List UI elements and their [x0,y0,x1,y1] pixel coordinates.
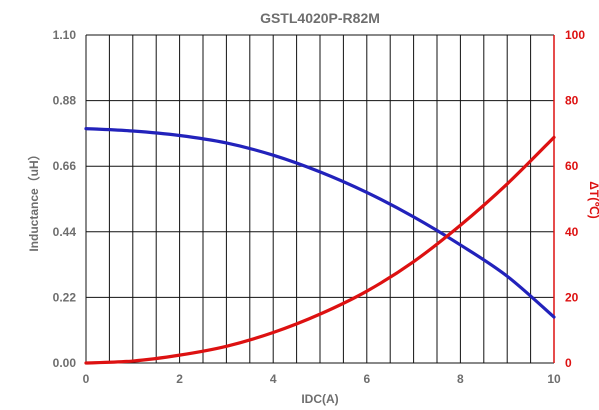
x-tick-label: 8 [457,372,464,386]
inductance-line [84,127,556,319]
chart-title: GSTL4020P-R82M [260,10,380,26]
y-tick-label: 0.88 [53,94,77,108]
axis-ticks: 0.00 0.22 0.44 0.66 0.88 1.10 0 20 40 60 80 100 0 2 4 6… [53,28,586,386]
grid [85,34,555,364]
y2-tick-label: 100 [565,28,585,42]
y-tick-label: 0.66 [53,159,77,173]
x-tick-label: 2 [176,372,183,386]
y-tick-label: 0.44 [53,225,77,239]
y2-tick-label: 60 [565,159,579,173]
y-tick-label: 0.22 [53,290,77,304]
x-tick-label: 10 [547,372,561,386]
y-axis-label: Inductance（uH） [26,148,41,251]
y2-tick-label: 80 [565,94,579,108]
y2-tick-label: 40 [565,225,579,239]
y-tick-label: 0.00 [53,356,77,370]
x-tick-label: 6 [363,372,370,386]
x-axis-label: IDC(A) [301,392,338,406]
y2-tick-label: 20 [565,290,579,304]
y2-axis-label: ΔT(℃) [587,181,599,218]
y2-tick-label: 0 [565,356,572,370]
series-lines [84,127,556,365]
temperature-rise-line [84,135,556,365]
x-tick-label: 0 [83,372,90,386]
y-tick-label: 1.10 [53,28,77,42]
x-tick-label: 4 [270,372,277,386]
